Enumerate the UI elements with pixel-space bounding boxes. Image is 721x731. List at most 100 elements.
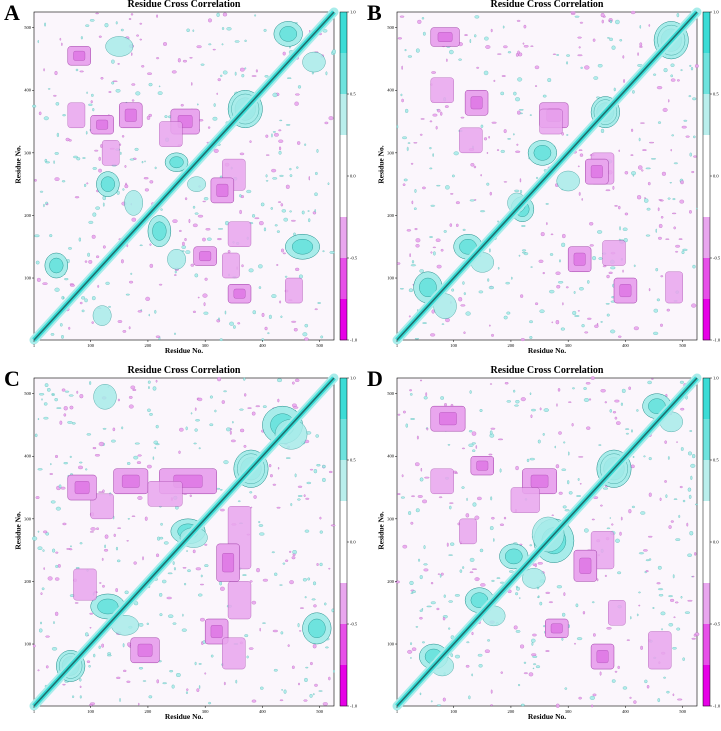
positive-region-core — [97, 598, 119, 615]
positive-speckle — [657, 698, 661, 703]
positive-speckle — [314, 209, 316, 213]
negative-speckle — [166, 596, 172, 600]
negative-speckle — [409, 389, 412, 392]
negative-speckle — [465, 513, 470, 518]
x-tick-label: 1 — [396, 343, 398, 348]
positive-speckle — [208, 43, 212, 46]
positive-speckle — [159, 613, 163, 617]
negative-speckle — [563, 592, 566, 596]
negative-speckle — [587, 317, 592, 320]
positive-speckle — [272, 92, 278, 98]
positive-speckle — [407, 55, 413, 58]
negative-speckle — [117, 398, 120, 402]
positive-speckle — [531, 408, 536, 412]
negative-speckle — [530, 414, 533, 419]
positive-speckle — [619, 226, 621, 231]
positive-region-mirror — [167, 249, 186, 270]
positive-speckle — [613, 87, 616, 92]
positive-speckle — [648, 558, 652, 561]
positive-speckle — [598, 444, 602, 446]
negative-speckle — [413, 142, 418, 144]
positive-speckle — [53, 160, 55, 164]
negative-speckle — [477, 496, 482, 501]
negative-speckle — [292, 553, 296, 556]
x-axis-label: Residue No. — [527, 712, 567, 721]
negative-region-mirror — [67, 102, 86, 129]
negative-speckle — [545, 650, 550, 652]
positive-speckle — [122, 188, 125, 191]
colorbar-tick-label: -0.5 — [713, 622, 721, 627]
negative-speckle — [426, 427, 429, 431]
positive-speckle — [423, 396, 428, 400]
positive-speckle — [500, 149, 505, 153]
negative-speckle — [192, 549, 196, 554]
negative-speckle — [691, 303, 697, 308]
positive-speckle — [514, 404, 519, 407]
positive-speckle — [656, 298, 660, 302]
negative-speckle — [670, 78, 676, 82]
positive-speckle — [633, 264, 636, 268]
positive-speckle — [306, 481, 312, 485]
negative-speckle — [230, 439, 236, 443]
negative-speckle — [145, 296, 151, 301]
positive-speckle — [554, 445, 556, 449]
negative-speckle — [648, 288, 651, 292]
negative-speckle — [131, 515, 136, 517]
x-tick-label: 1 — [33, 709, 35, 714]
positive-speckle — [308, 218, 311, 223]
positive-speckle — [53, 621, 55, 625]
positive-speckle — [429, 236, 433, 238]
negative-speckle — [415, 244, 420, 248]
positive-speckle — [558, 281, 564, 284]
positive-speckle — [543, 625, 546, 628]
positive-speckle — [129, 158, 135, 161]
negative-speckle — [251, 411, 256, 416]
positive-speckle — [562, 612, 566, 617]
negative-speckle — [423, 568, 429, 572]
positive-speckle — [304, 143, 307, 146]
colorbar-tick-label: -0.5 — [350, 622, 358, 627]
positive-speckle — [632, 456, 635, 458]
positive-speckle — [281, 689, 283, 691]
positive-speckle — [564, 687, 568, 690]
positive-speckle — [477, 653, 483, 657]
positive-speckle — [421, 608, 424, 611]
positive-speckle — [314, 192, 318, 197]
negative-speckle — [651, 378, 654, 380]
negative-speckle — [582, 611, 586, 615]
x-tick-label: 400 — [622, 343, 630, 348]
y-tick-label: 300 — [24, 516, 32, 521]
positive-speckle — [192, 205, 196, 209]
positive-speckle — [469, 38, 472, 44]
positive-speckle — [75, 68, 79, 72]
positive-speckle — [690, 67, 694, 71]
negative-speckle — [601, 19, 604, 24]
positive-speckle — [298, 274, 303, 279]
correlation-panel-b: B Residue Cross Correlation Residue No. … — [363, 0, 721, 365]
negative-speckle — [557, 388, 561, 392]
positive-speckle — [573, 291, 576, 294]
negative-speckle — [585, 382, 591, 385]
positive-speckle — [37, 546, 43, 550]
negative-speckle — [278, 129, 282, 132]
positive-speckle — [462, 281, 465, 285]
positive-speckle — [413, 207, 417, 210]
negative-region-mirror — [539, 108, 563, 135]
positive-speckle — [574, 15, 580, 18]
positive-speckle — [50, 333, 55, 336]
negative-speckle — [79, 685, 82, 688]
negative-speckle — [489, 383, 493, 385]
negative-speckle — [47, 576, 53, 581]
negative-speckle — [186, 688, 189, 691]
positive-speckle — [657, 121, 662, 124]
positive-speckle — [409, 393, 413, 396]
negative-speckle — [136, 461, 142, 464]
positive-speckle — [276, 230, 280, 233]
positive-speckle — [469, 557, 475, 562]
positive-speckle — [264, 75, 269, 78]
negative-speckle — [500, 671, 503, 674]
positive-speckle — [107, 654, 112, 657]
colorbar-segment — [703, 94, 710, 136]
positive-speckle — [72, 695, 75, 698]
positive-speckle — [429, 147, 432, 150]
